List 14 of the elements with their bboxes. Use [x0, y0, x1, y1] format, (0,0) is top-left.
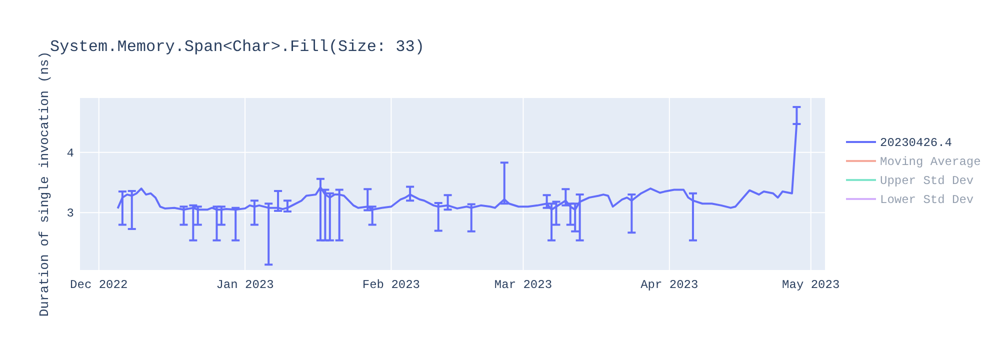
x-tick-label: Mar 2023 [494, 278, 552, 292]
chart-title: System.Memory.Span<Char>.Fill(Size: 33) [50, 38, 424, 56]
x-tick-label: Dec 2022 [70, 278, 128, 292]
x-tick-label: Jan 2023 [216, 278, 274, 292]
y-tick-label: 3 [66, 206, 74, 221]
legend-label: 20230426.4 [880, 136, 952, 150]
x-tick-label: Feb 2023 [362, 278, 420, 292]
legend-label: Upper Std Dev [880, 174, 974, 188]
y-axis-title: Duration of single invocation (ns) [37, 51, 52, 317]
x-tick-label: Apr 2023 [640, 278, 698, 292]
legend-label: Lower Std Dev [880, 193, 974, 207]
legend-label: Moving Average [880, 155, 981, 169]
y-tick-label: 4 [66, 146, 74, 160]
x-tick-label: May 2023 [782, 278, 840, 292]
